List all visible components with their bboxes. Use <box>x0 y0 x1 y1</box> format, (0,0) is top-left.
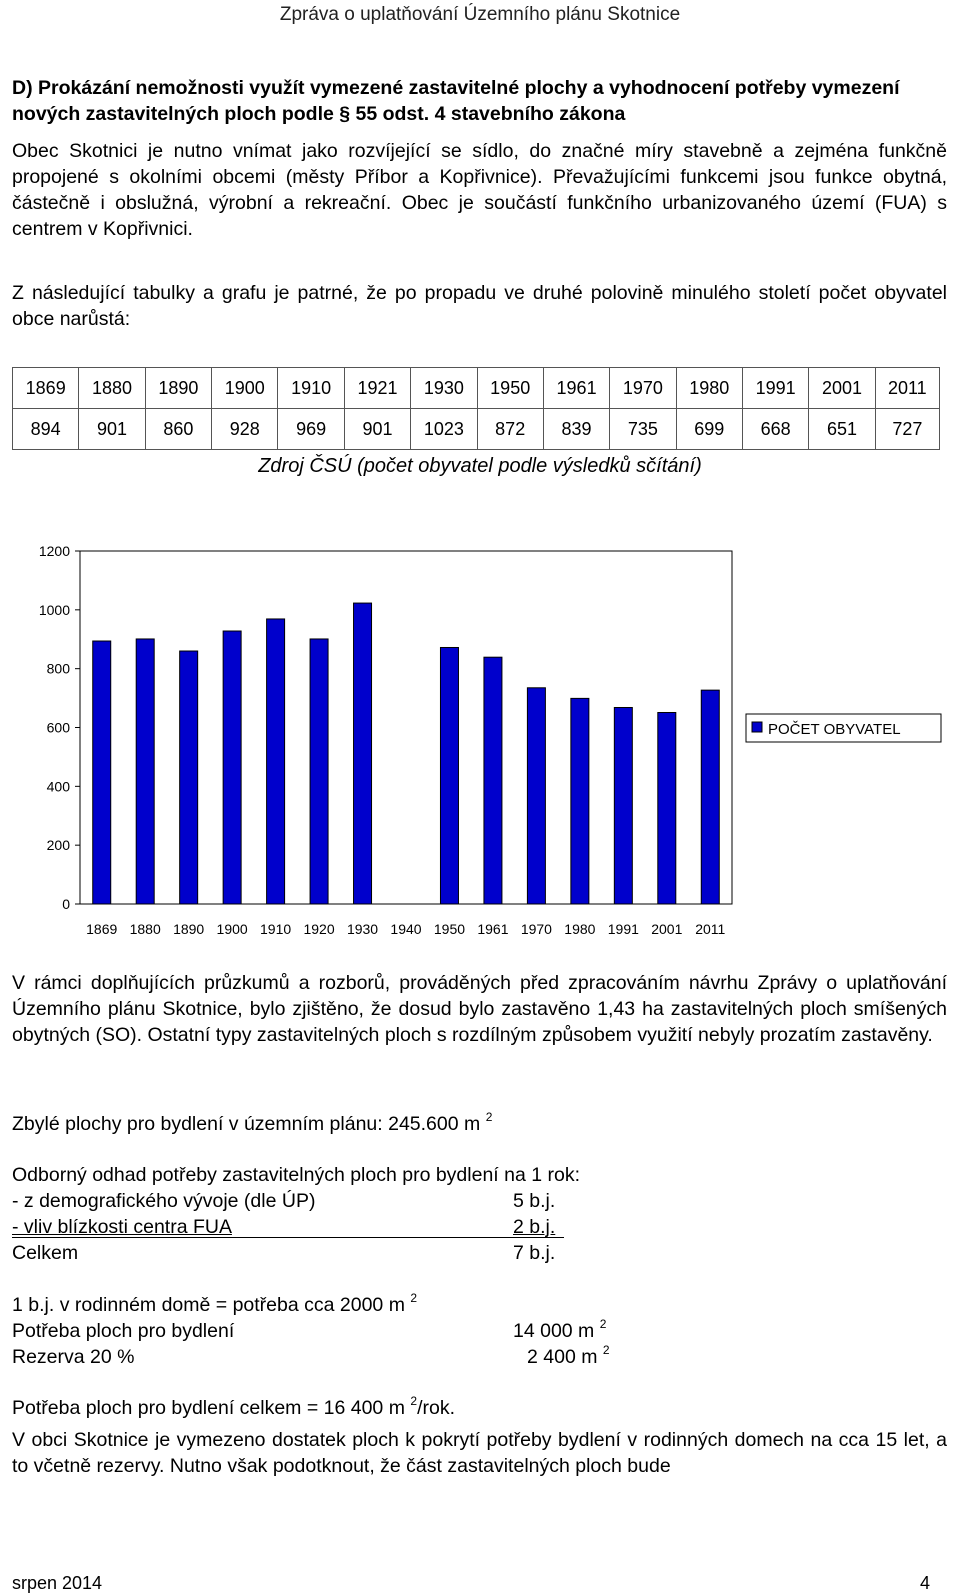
table-cell-year: 1970 <box>609 367 677 409</box>
table-cell-year: 2001 <box>808 367 876 409</box>
table-cell-year: 1950 <box>476 367 544 409</box>
y-tick-label: 1200 <box>39 543 70 559</box>
demography-label: - z demografického vývoje (dle ÚP) <box>12 1190 316 1212</box>
table-cell-value: 928 <box>211 408 279 450</box>
x-tick-label: 1900 <box>217 921 248 937</box>
intro-paragraph: Obec Skotnici je nutno vnímat jako rozví… <box>12 140 947 240</box>
table-cell-year: 1991 <box>741 367 810 409</box>
bar <box>135 638 155 905</box>
y-tick-label: 600 <box>47 720 71 736</box>
x-tick-label: 1970 <box>521 921 552 937</box>
table-caption: Zdroj ČSÚ (počet obyvatel podle výsledků… <box>258 455 702 477</box>
table-cell-value: 668 <box>741 408 810 450</box>
bar <box>483 656 503 905</box>
need-label: Potřeba ploch pro bydlení <box>12 1320 235 1342</box>
footer-date: srpen 2014 <box>12 1573 103 1593</box>
y-tick-label: 200 <box>47 837 71 853</box>
table-cell-year: 1869 <box>11 367 80 409</box>
x-tick-label: 1890 <box>173 921 204 937</box>
x-tick-label: 1930 <box>347 921 378 937</box>
table-row-values: 894 901 860 928 969 901 1023 872 839 735 699 668 651… <box>11 408 941 450</box>
bar <box>309 638 329 905</box>
x-tick-label: 1940 <box>390 921 421 937</box>
table-cell-year: 2011 <box>874 367 941 409</box>
reserve-value: 2 400 m 2 <box>527 1343 610 1368</box>
table-cell-year: 1980 <box>675 367 743 409</box>
y-tick-label: 800 <box>47 661 71 677</box>
table-cell-value: 651 <box>808 408 876 450</box>
table-cell-year: 1900 <box>211 367 279 409</box>
bar <box>266 618 286 905</box>
x-tick-label: 1980 <box>564 921 595 937</box>
population-chart: 0 200 400 600 800 1000 1200 1869 1880 1890 1900 191… <box>39 543 942 937</box>
total-need-line: Potřeba ploch pro bydlení celkem = 16 40… <box>12 1394 455 1419</box>
table-cell-value: 901 <box>343 408 412 450</box>
bar <box>657 711 677 905</box>
legend-box <box>745 713 942 743</box>
table-cell-year: 1961 <box>542 367 611 409</box>
table-cell-value: 699 <box>675 408 743 450</box>
table-cell-value: 727 <box>874 408 941 450</box>
legend-label: POČET OBYVATEL <box>768 721 901 738</box>
table-cell-value: 894 <box>11 408 80 450</box>
bar <box>439 646 459 905</box>
x-tick-label: 1950 <box>434 921 465 937</box>
reserve-label: Rezerva 20 % <box>12 1346 135 1368</box>
estimate-title: Odborný odhad potřeby zastavitelných plo… <box>12 1164 581 1186</box>
demography-value: 5 b.j. <box>513 1190 556 1212</box>
survey-paragraph: V rámci doplňujících průzkumů a rozborů,… <box>12 972 947 1046</box>
unit-line: 1 b.j. v rodinném domě = potřeba cca 200… <box>12 1291 418 1316</box>
sum-rule <box>12 1237 564 1238</box>
bar <box>222 630 242 905</box>
table-cell-value: 839 <box>542 408 611 450</box>
bar <box>526 687 546 905</box>
x-tick-label: 1991 <box>608 921 639 937</box>
table-row-years: 1869 1880 1890 1900 1910 1921 1930 1950 1961 1970… <box>11 367 941 409</box>
table-cell-value: 735 <box>609 408 677 450</box>
total-label: Celkem <box>12 1242 79 1264</box>
table-cell-year: 1921 <box>343 367 412 409</box>
table-cell-year: 1930 <box>410 367 478 409</box>
bar <box>179 650 199 905</box>
table-cell-value: 860 <box>144 408 213 450</box>
need-value: 14 000 m 2 <box>513 1317 607 1342</box>
fua-label: - vliv blízkosti centra FUA <box>12 1216 232 1238</box>
table-cell-year: 1910 <box>277 367 345 409</box>
table-cell-value: 969 <box>277 408 345 450</box>
y-tick-label: 0 <box>62 896 70 912</box>
x-tick-label: 2001 <box>651 921 682 937</box>
x-tick-label: 1869 <box>86 921 117 937</box>
plot-area-frame <box>79 550 733 905</box>
table-cell-value: 901 <box>78 408 146 450</box>
x-tick-label: 1880 <box>130 921 161 937</box>
x-tick-label: 2011 <box>695 921 725 937</box>
fua-value: 2 b.j. <box>513 1216 556 1238</box>
table-cell-value: 872 <box>476 408 544 450</box>
x-tick-label: 1920 <box>303 921 334 937</box>
legend-swatch <box>751 721 763 733</box>
table-intro-paragraph: Z následující tabulky a grafu je patrné,… <box>12 282 947 330</box>
table-cell-year: 1890 <box>144 367 213 409</box>
bar <box>353 602 373 905</box>
bar <box>613 706 633 905</box>
total-value: 7 b.j. <box>513 1242 556 1264</box>
remaining-area-line: Zbylé plochy pro bydlení v územním plánu… <box>12 1110 493 1135</box>
x-tick-label: 1910 <box>260 921 291 937</box>
page-header: Zpráva o uplatňování Územního plánu Skot… <box>279 4 681 25</box>
y-tick-label: 1000 <box>39 602 70 618</box>
final-paragraph: V obci Skotnice je vymezeno dostatek plo… <box>12 1429 947 1477</box>
x-tick-label: 1961 <box>477 921 508 937</box>
y-tick-label: 400 <box>47 778 71 794</box>
bar <box>92 640 112 905</box>
population-table: 1869 1880 1890 1900 1910 1921 1930 1950 1961 1970… <box>11 367 941 450</box>
table-cell-year: 1880 <box>78 367 146 409</box>
bar <box>700 689 720 905</box>
section-heading: D) Prokázání nemožnosti využít vymezené … <box>12 77 900 125</box>
table-cell-value: 1023 <box>410 408 478 450</box>
footer-page-number: 4 <box>919 1573 930 1593</box>
bar <box>570 697 590 905</box>
